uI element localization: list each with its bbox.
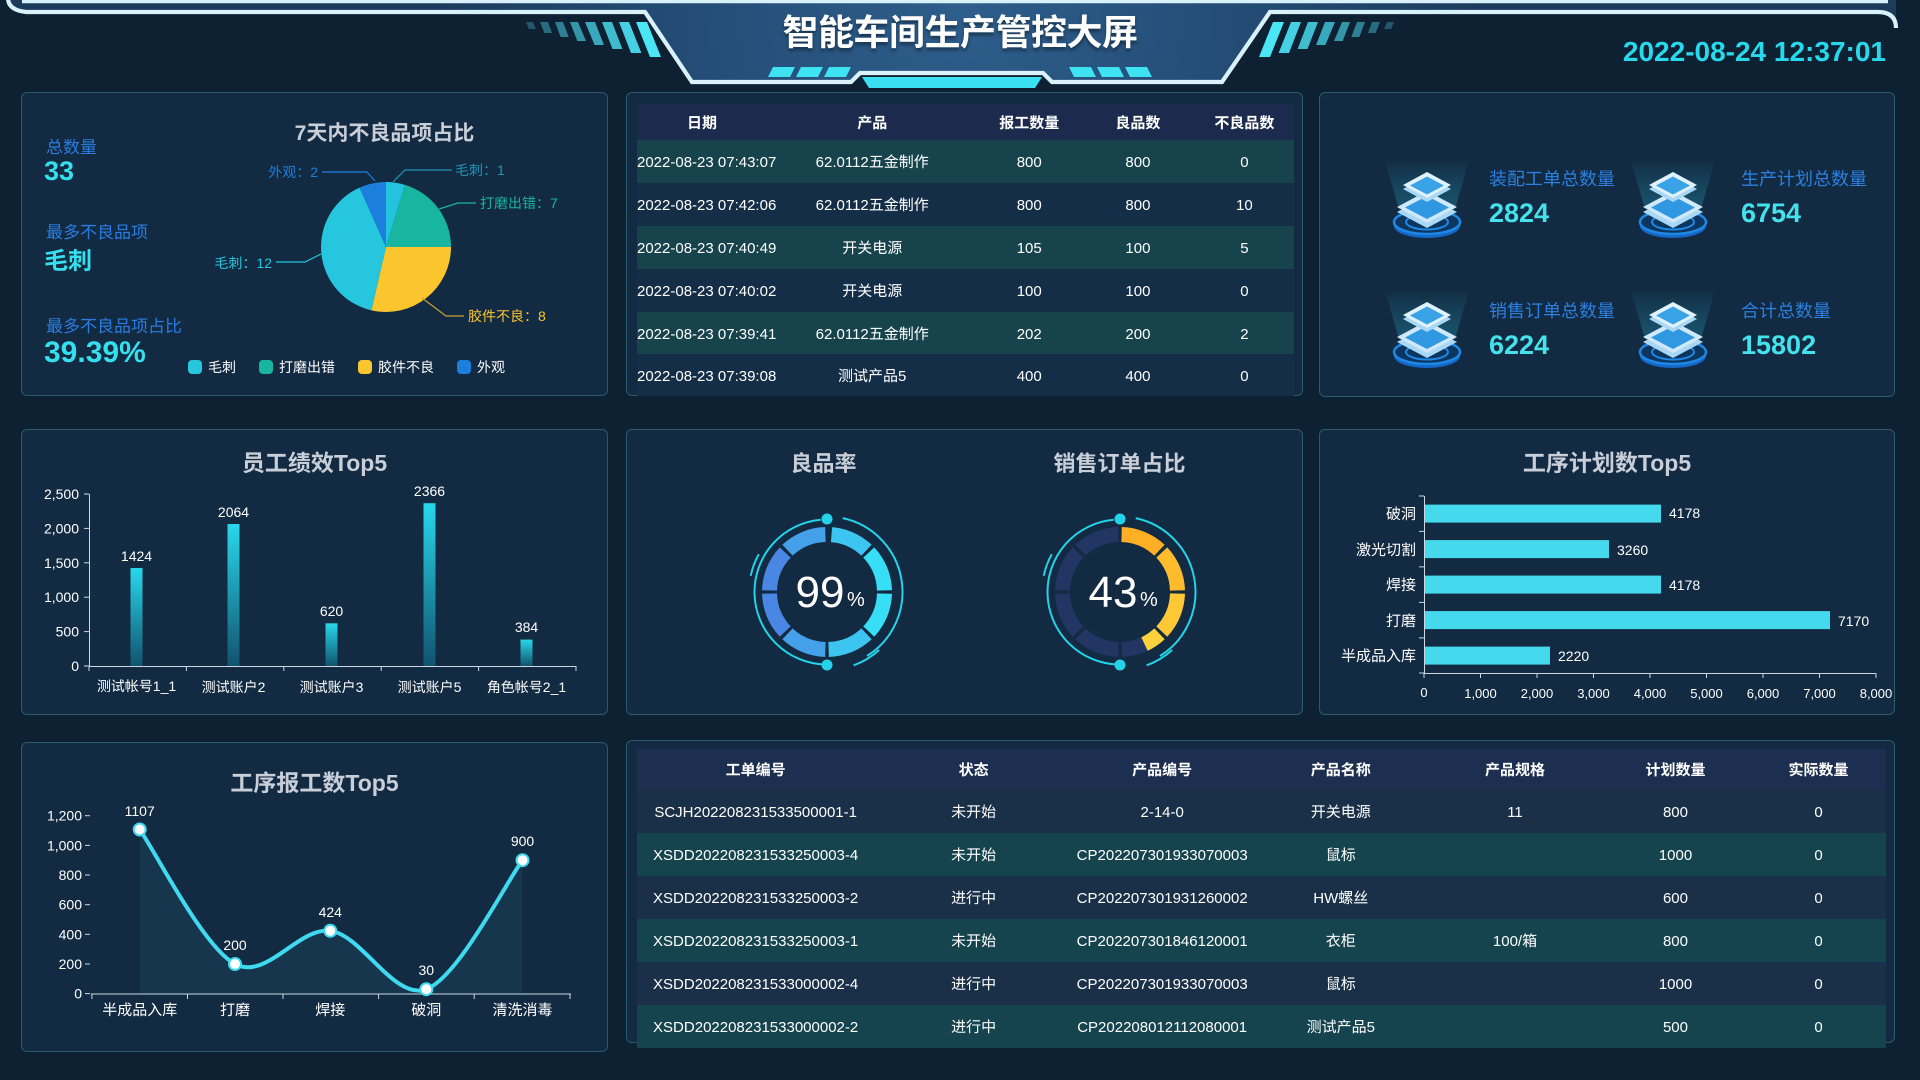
svg-text:2,000: 2,000	[1521, 683, 1554, 702]
svg-text:1,000: 1,000	[47, 835, 82, 855]
svg-text:200: 200	[223, 935, 247, 955]
svg-text:99: 99	[796, 556, 845, 620]
svg-text:半成品入库: 半成品入库	[1341, 645, 1416, 666]
svg-text:43: 43	[1089, 556, 1138, 620]
svg-text:2366: 2366	[414, 481, 445, 501]
svg-text:30: 30	[419, 960, 435, 980]
svg-text:384: 384	[515, 617, 539, 637]
svg-text:800: 800	[59, 865, 83, 885]
svg-text:0: 0	[1420, 682, 1427, 701]
svg-text:毛刺：1: 毛刺：1	[455, 160, 505, 180]
svg-text:毛刺：12: 毛刺：12	[214, 253, 272, 273]
svg-text:500: 500	[56, 622, 80, 642]
svg-text:1107: 1107	[125, 801, 155, 821]
svg-text:8,000: 8,000	[1860, 683, 1893, 702]
svg-text:620: 620	[320, 601, 344, 621]
svg-text:7170: 7170	[1838, 611, 1869, 631]
svg-text:1424: 1424	[121, 546, 152, 566]
svg-text:2064: 2064	[218, 502, 249, 522]
svg-text:半成品入库: 半成品入库	[102, 999, 177, 1020]
svg-text:200: 200	[59, 954, 83, 974]
svg-text:测试账户5: 测试账户5	[398, 677, 462, 697]
svg-text:打磨出错：7: 打磨出错：7	[480, 193, 558, 213]
svg-text:600: 600	[59, 895, 83, 915]
svg-text:4,000: 4,000	[1634, 683, 1667, 702]
svg-text:胶件不良：8: 胶件不良：8	[468, 306, 546, 326]
svg-text:1,200: 1,200	[47, 806, 82, 826]
svg-text:焊接: 焊接	[1386, 574, 1416, 595]
svg-text:1,000: 1,000	[1464, 683, 1497, 702]
svg-text:%: %	[847, 583, 865, 612]
svg-text:3,000: 3,000	[1577, 683, 1610, 702]
svg-text:5,000: 5,000	[1690, 683, 1723, 702]
svg-text:外观：2: 外观：2	[268, 162, 318, 182]
svg-text:角色帐号2_1: 角色帐号2_1	[487, 677, 567, 697]
svg-text:清洗消毒: 清洗消毒	[492, 999, 552, 1020]
svg-text:测试账户3: 测试账户3	[300, 677, 364, 697]
svg-text:2,000: 2,000	[44, 518, 79, 538]
svg-text:7,000: 7,000	[1803, 683, 1836, 702]
svg-text:破洞: 破洞	[1386, 503, 1416, 524]
svg-text:3260: 3260	[1617, 540, 1648, 560]
svg-text:测试帐号1_1: 测试帐号1_1	[97, 676, 177, 696]
svg-text:424: 424	[319, 902, 343, 922]
svg-text:测试账户2: 测试账户2	[202, 677, 266, 697]
svg-text:焊接: 焊接	[315, 999, 345, 1020]
svg-text:0: 0	[71, 656, 79, 676]
svg-text:打磨: 打磨	[1386, 610, 1416, 631]
svg-text:6,000: 6,000	[1747, 683, 1780, 702]
svg-text:激光切割: 激光切割	[1356, 539, 1416, 560]
svg-text:4178: 4178	[1669, 503, 1700, 523]
svg-text:打磨: 打磨	[220, 999, 250, 1020]
svg-text:4178: 4178	[1669, 575, 1700, 595]
svg-text:1,000: 1,000	[44, 587, 79, 607]
svg-text:400: 400	[59, 924, 83, 944]
svg-text:2220: 2220	[1558, 646, 1589, 666]
svg-text:%: %	[1140, 583, 1158, 612]
svg-text:900: 900	[511, 831, 535, 851]
svg-text:2,500: 2,500	[44, 484, 79, 504]
svg-text:0: 0	[74, 984, 82, 1004]
svg-text:1,500: 1,500	[44, 553, 79, 573]
svg-text:破洞: 破洞	[411, 999, 441, 1020]
